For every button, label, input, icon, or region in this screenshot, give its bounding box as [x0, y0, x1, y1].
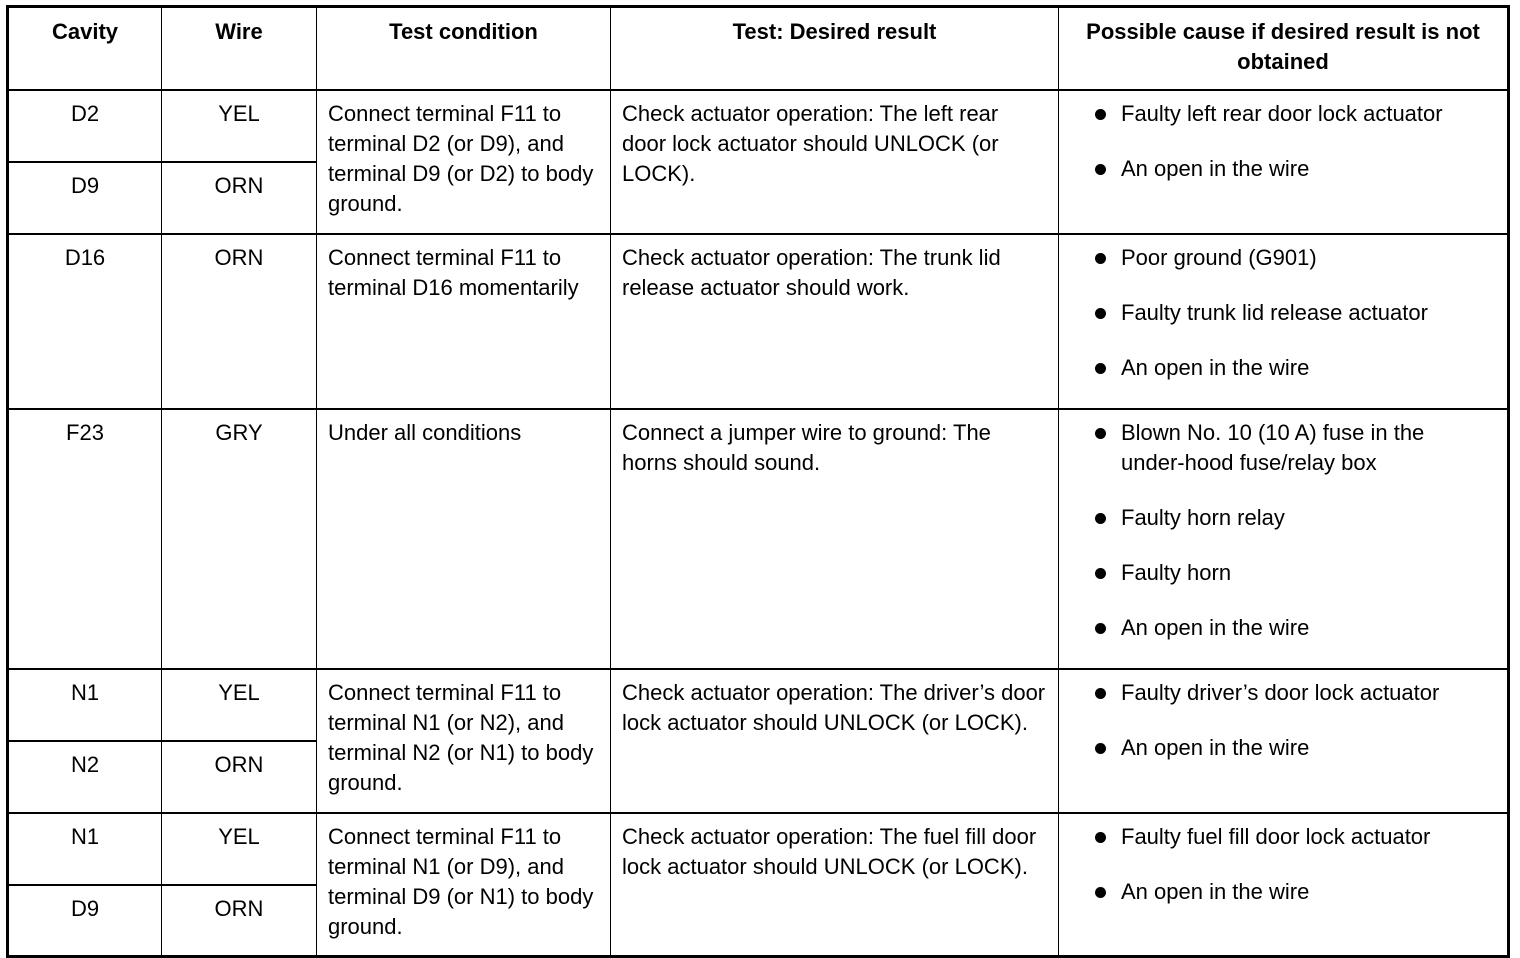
possible-cause-cell: Poor ground (G901) Faulty trunk lid relea…: [1058, 232, 1509, 410]
wire-cell: ORN: [161, 739, 317, 814]
table-row: N1 YEL Connect terminal F11 to terminal N1…: [7, 811, 1509, 958]
bullet-icon: [1095, 252, 1106, 264]
cause-item: Blown No. 10 (10 A) fuse in the under-ho…: [1070, 418, 1496, 478]
test-condition-cell: Under all conditions: [316, 407, 611, 670]
cause-item: An open in the wire: [1070, 877, 1496, 907]
cause-list: Faulty fuel fill door lock actuator An op…: [1070, 822, 1496, 907]
cavity-cell: N1: [7, 667, 162, 742]
desired-result-cell: Check actuator operation: The trunk lid …: [610, 232, 1059, 410]
bullet-icon: [1095, 831, 1106, 843]
cause-text: An open in the wire: [1121, 878, 1310, 904]
cause-text: Blown No. 10 (10 A) fuse in the under-ho…: [1121, 419, 1425, 475]
cause-item: An open in the wire: [1070, 154, 1496, 184]
cavity-cell: N2: [7, 739, 162, 814]
bullet-icon: [1095, 307, 1106, 319]
cause-item: Faulty horn: [1070, 558, 1496, 588]
wire-cell: YEL: [161, 667, 317, 742]
cause-item: An open in the wire: [1070, 733, 1496, 763]
table-row: D16 ORN Connect terminal F11 to terminal D…: [7, 232, 1509, 410]
header-desired-result: Test: Desired result: [610, 5, 1059, 91]
cause-item: An open in the wire: [1070, 613, 1496, 643]
cause-item: Faulty horn relay: [1070, 503, 1496, 533]
bullet-icon: [1095, 163, 1106, 175]
cavity-cell: F23: [7, 407, 162, 670]
test-condition-cell: Connect terminal F11 to terminal D2 (or …: [316, 88, 611, 235]
possible-cause-cell: Faulty left rear door lock actuator An op…: [1058, 88, 1509, 235]
possible-cause-cell: Faulty driver’s door lock actuator An ope…: [1058, 667, 1509, 814]
cause-text: Poor ground (G901): [1121, 244, 1317, 270]
wire-cell: YEL: [161, 88, 317, 163]
bullet-icon: [1095, 622, 1106, 634]
table-row: D2 YEL Connect terminal F11 to terminal D2…: [7, 88, 1509, 235]
bullet-icon: [1095, 567, 1106, 579]
cause-list: Poor ground (G901) Faulty trunk lid relea…: [1070, 243, 1496, 383]
cause-list: Faulty driver’s door lock actuator An ope…: [1070, 678, 1496, 763]
desired-result-cell: Check actuator operation: The fuel fill …: [610, 811, 1059, 958]
cause-list: Blown No. 10 (10 A) fuse in the under-ho…: [1070, 418, 1496, 643]
cause-item: An open in the wire: [1070, 353, 1496, 383]
cause-text: Faulty left rear door lock actuator: [1121, 100, 1443, 126]
desired-result-cell: Check actuator operation: The driver’s d…: [610, 667, 1059, 814]
cause-item: Faulty trunk lid release actuator: [1070, 298, 1496, 328]
test-table: Cavity Wire Test condition Test: Desired…: [6, 5, 1510, 958]
bullet-icon: [1095, 886, 1106, 898]
header-test-condition: Test condition: [316, 5, 611, 91]
cavity-cell: D16: [7, 232, 162, 410]
desired-result-cell: Check actuator operation: The left rear …: [610, 88, 1059, 235]
table-row: N1 YEL Connect terminal F11 to terminal N1…: [7, 667, 1509, 814]
wire-cell: ORN: [161, 883, 317, 958]
possible-cause-cell: Faulty fuel fill door lock actuator An op…: [1058, 811, 1509, 958]
cause-item: Faulty fuel fill door lock actuator: [1070, 822, 1496, 852]
cavity-cell: D9: [7, 160, 162, 235]
cause-text: Faulty horn: [1121, 559, 1232, 585]
cause-item: Faulty left rear door lock actuator: [1070, 99, 1496, 129]
possible-cause-cell: Blown No. 10 (10 A) fuse in the under-ho…: [1058, 407, 1509, 670]
cause-item: Faulty driver’s door lock actuator: [1070, 678, 1496, 708]
cavity-cell: D9: [7, 883, 162, 958]
cause-text: Faulty horn relay: [1121, 504, 1285, 530]
cause-list: Faulty left rear door lock actuator An op…: [1070, 99, 1496, 184]
cause-text: An open in the wire: [1121, 155, 1310, 181]
cause-text: Faulty fuel fill door lock actuator: [1121, 823, 1431, 849]
header-cavity: Cavity: [7, 5, 162, 91]
table-row: F23 GRY Under all conditions Connect a jump…: [7, 407, 1509, 670]
cause-item: Poor ground (G901): [1070, 243, 1496, 273]
bullet-icon: [1095, 687, 1106, 699]
cavity-cell: D2: [7, 88, 162, 163]
wire-cell: ORN: [161, 160, 317, 235]
cavity-cell: N1: [7, 811, 162, 886]
bullet-icon: [1095, 742, 1106, 754]
bullet-icon: [1095, 362, 1106, 374]
table-row: D9 ORN: [7, 160, 1509, 235]
table-row: N2 ORN: [7, 739, 1509, 814]
bullet-icon: [1095, 427, 1106, 439]
cause-text: Faulty driver’s door lock actuator: [1121, 679, 1440, 705]
wire-cell: YEL: [161, 811, 317, 886]
test-condition-cell: Connect terminal F11 to terminal N1 (or …: [316, 667, 611, 814]
bullet-icon: [1095, 512, 1106, 524]
cause-text: Faulty trunk lid release actuator: [1121, 299, 1428, 325]
cause-text: An open in the wire: [1121, 354, 1310, 380]
test-condition-cell: Connect terminal F11 to terminal D16 mom…: [316, 232, 611, 410]
header-wire: Wire: [161, 5, 317, 91]
test-condition-cell: Connect terminal F11 to terminal N1 (or …: [316, 811, 611, 958]
wire-cell: GRY: [161, 407, 317, 670]
header-row: Cavity Wire Test condition Test: Desired…: [7, 5, 1509, 91]
desired-result-cell: Connect a jumper wire to ground: The hor…: [610, 407, 1059, 670]
cause-text: An open in the wire: [1121, 614, 1310, 640]
bullet-icon: [1095, 108, 1106, 120]
wire-cell: ORN: [161, 232, 317, 410]
header-possible-cause: Possible cause if desired result is not …: [1058, 5, 1509, 91]
cause-text: An open in the wire: [1121, 734, 1310, 760]
